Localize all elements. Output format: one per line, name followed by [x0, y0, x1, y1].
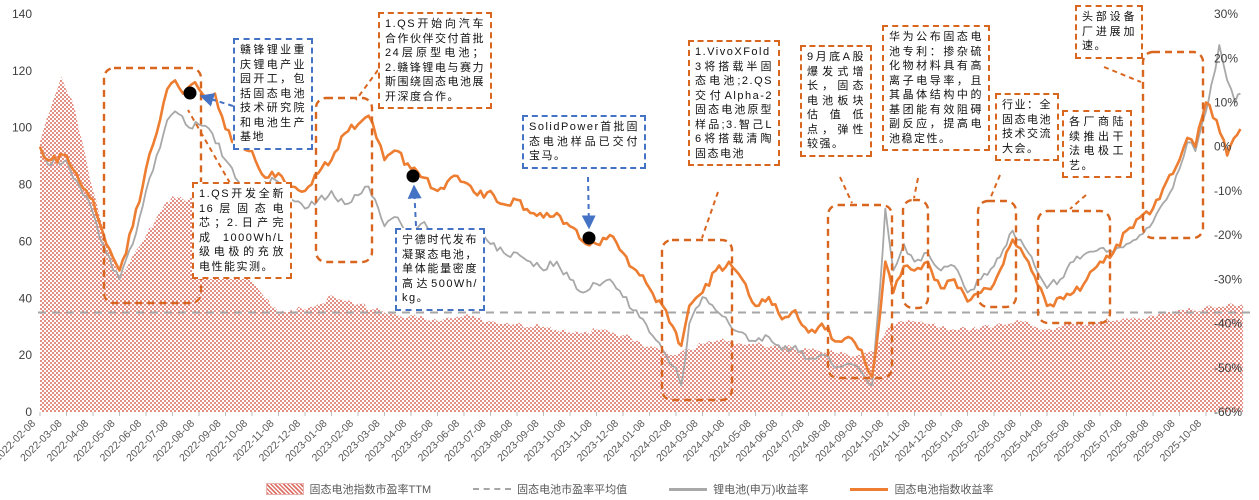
chart-legend: 固态电池指数市盈率TTM 固态电池市盈率平均值 锂电池(申万)收益率 固态电池指数收益… [0, 481, 1259, 497]
legend-item-ss-index: 固态电池指数收益率 [850, 481, 993, 497]
event-dot [406, 169, 420, 183]
annotation-box-huawei: 华为公布固态电池专利：掺杂硫化物材料具有高离子电导率，且其晶体结构中的基团能有效… [882, 25, 990, 152]
highlight-region-rect [976, 199, 1018, 309]
right-axis-label: -10% [1214, 184, 1242, 198]
annotation-leader-line [989, 174, 1001, 200]
pe-ttm-hatched-area [40, 76, 1244, 412]
annotation-box-qs16: 1.QS开发全新16层固态电芯；2.日产完成1000Wh/L级电极的充放电性能实… [192, 182, 292, 280]
right-axis-label: -60% [1214, 405, 1242, 419]
left-axis-label: 120 [12, 64, 32, 78]
legend-swatch-pe-avg [473, 488, 512, 490]
highlight-region-rect [102, 66, 203, 305]
annotation-box-september: 9月底A股爆发式增长，固态电池板块估值低点，弹性较强。 [800, 45, 872, 157]
legend-item-pe-avg: 固态电池市盈率平均值 [473, 481, 627, 497]
legend-swatch-pe-ttm [265, 483, 304, 495]
annotation-box-catl: 宁德时代发布凝聚态电池，单体能量密度高达500Wh/kg。 [395, 228, 485, 311]
left-axis-label: 60 [19, 234, 33, 248]
annotation-box-equipment: 头部设备厂进展加速。 [1075, 5, 1143, 59]
annotation-box-solidpower: SolidPower首批固态电池样品已交付宝马。 [522, 115, 646, 169]
left-axis-label: 20 [19, 348, 33, 362]
left-axis-label: 80 [19, 178, 33, 192]
left-axis-label: 0 [25, 405, 32, 419]
annotation-leader-line [913, 177, 919, 199]
annotation-leader-line [701, 191, 719, 239]
legend-item-pe-ttm: 固态电池指数市盈率TTM [265, 481, 432, 497]
legend-item-li-index: 锂电池(申万)收益率 [669, 481, 808, 497]
right-axis-label: 10% [1214, 95, 1238, 109]
legend-label: 固态电池指数市盈率TTM [309, 484, 432, 496]
annotation-box-qs24: 1.QS开始向汽车合作伙伴交付首批24层原型电池；2.赣锋锂电与赛力斯围绕固态电… [378, 12, 492, 110]
annotation-leader-line [407, 184, 422, 227]
highlight-region-rect [826, 203, 894, 380]
annotation-leader-line [355, 69, 379, 101]
annotation-leader-line [1069, 194, 1087, 210]
highlight-region-rect [901, 198, 930, 310]
legend-label: 锂电池(申万)收益率 [713, 484, 809, 496]
legend-swatch-li-index [669, 487, 708, 491]
annotation-box-vivo: 1.VivoXFold3将搭载半固态电池;2.QS交付Alpha-2固态电池原型… [688, 40, 780, 167]
legend-label: 固态电池指数收益率 [894, 484, 994, 496]
highlight-region-rect [660, 238, 734, 402]
left-axis-label: 100 [12, 121, 32, 135]
right-axis-label: -50% [1214, 361, 1242, 375]
annotation-leader-line [581, 176, 596, 230]
annotation-box-dry-electrode: 各厂商陆续推出干法电极工艺。 [1062, 110, 1132, 179]
annotation-leader-line [1103, 66, 1142, 83]
right-axis-label: -30% [1214, 272, 1242, 286]
highlight-region-rect [314, 96, 374, 264]
annotation-leader-line [839, 176, 853, 204]
event-dot [183, 86, 197, 100]
annotation-leader-line [199, 93, 234, 107]
solid-state-index-return-line [38, 79, 1242, 379]
left-axis-label: 140 [12, 7, 32, 21]
right-axis-label: -20% [1214, 228, 1242, 242]
right-axis-label: 30% [1214, 7, 1238, 21]
highlight-region-rect [1036, 209, 1112, 325]
right-axis-label: 20% [1214, 51, 1238, 65]
legend-swatch-ss-index [850, 487, 889, 491]
left-axis-label: 40 [19, 291, 33, 305]
highlight-region-rect [1141, 50, 1205, 240]
legend-label: 固态电池市盈率平均值 [517, 484, 628, 496]
right-axis-label: 0% [1214, 140, 1232, 154]
annotation-box-industry: 行业：全固态电池技术交流大会。 [995, 93, 1059, 162]
right-axis-label: -40% [1214, 317, 1242, 331]
event-dot [582, 231, 596, 245]
annotation-box-ganfeng: 赣锋锂业重庆锂电产业园开工，包括固态电池技术研究院和电池生产基地 [233, 38, 313, 150]
